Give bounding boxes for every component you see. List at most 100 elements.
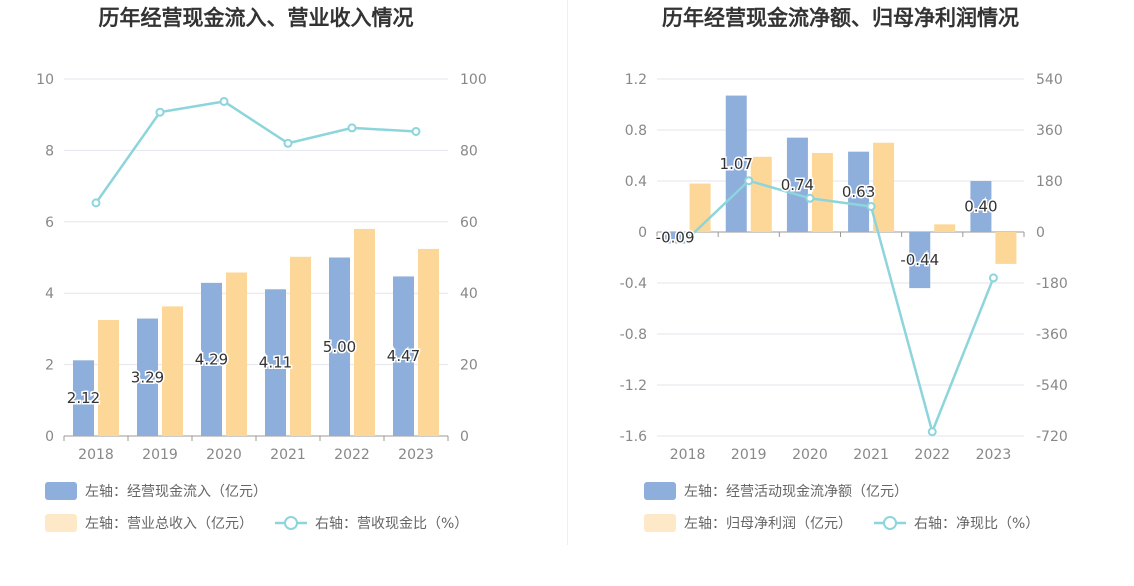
legend-swatch-line-marker [284, 516, 298, 530]
data-label: 4.47 [387, 347, 420, 365]
y-right-tick-label: 80 [460, 143, 478, 159]
bar-cash-series [970, 181, 992, 232]
legend-swatch-revenue [45, 514, 77, 532]
bar-cash-series [664, 232, 686, 244]
line-point [683, 234, 693, 244]
y-left-tick-label: 0 [45, 429, 54, 445]
x-tick-label: 2020 [792, 447, 828, 463]
y-left-tick-label: -0.4 [620, 276, 647, 292]
legend-swatch-revenue [644, 514, 676, 532]
bar-revenue-series [418, 248, 439, 436]
data-label: -0.09 [656, 229, 695, 247]
bar-revenue-series [750, 156, 772, 232]
y-right-tick-label: -360 [1036, 327, 1068, 343]
y-left-tick-label: 0 [638, 225, 647, 241]
bar-revenue-series [162, 306, 183, 436]
y-right-tick-label: 20 [460, 358, 478, 374]
chart-right-svg: 历年经营现金流净额、归母净利润情况 -1.6 -720 -1.2 -540 -0.8 -36… [620, 6, 1068, 532]
y-right-tick-label: 100 [460, 72, 487, 88]
x-tick-label: 2021 [853, 447, 889, 463]
bar-cash-series [786, 137, 808, 232]
y-left-tick-label: 0.4 [625, 174, 647, 190]
y-right-tick-label: -180 [1036, 276, 1068, 292]
bar-cash-series [909, 232, 931, 289]
panel-divider [567, 0, 568, 545]
y-right-tick-label: 360 [1036, 123, 1063, 139]
line-point [927, 427, 937, 437]
data-label: 0.40 [964, 198, 997, 216]
bar-revenue-series [98, 319, 119, 436]
y-left-tick-label: 10 [36, 72, 54, 88]
line-series-ratio [94, 100, 417, 204]
data-label: 0.74 [781, 176, 814, 194]
legend-label-revenue: 左轴：营业总收入（亿元） [85, 516, 253, 532]
y-left-tick-label: 4 [45, 286, 54, 302]
legend-label-ratio: 右轴：营收现金比（%） [315, 516, 468, 532]
data-label: 1.07 [720, 155, 753, 173]
x-tick-label: 2021 [270, 447, 306, 463]
legend-label-cash: 左轴：经营活动现金流净额（亿元） [684, 484, 908, 500]
line-point [411, 126, 421, 136]
line-point [219, 96, 229, 106]
y-right-tick-label: 0 [1036, 225, 1045, 241]
bar-revenue-series [934, 224, 956, 232]
chart-title: 历年经营现金流净额、归母净利润情况 [662, 6, 1019, 30]
bar-revenue-series [290, 256, 311, 436]
chart-panel-right: 历年经营现金流净额、归母净利润情况 -1.6 -720 -1.2 -540 -0.8 -36… [567, 0, 1134, 582]
legend-label-cash: 左轴：经营现金流入（亿元） [85, 484, 267, 500]
line-point [283, 138, 293, 148]
x-tick-label: 2022 [914, 447, 950, 463]
line-point [155, 107, 165, 117]
y-left-tick-label: 1.2 [625, 72, 647, 88]
x-tick-label: 2018 [78, 447, 114, 463]
y-left-tick-label: 2 [45, 358, 54, 374]
bar-revenue-series [873, 142, 895, 232]
data-label: 0.63 [842, 183, 875, 201]
legend-swatch-cash [45, 482, 77, 500]
x-tick-label: 2019 [142, 447, 178, 463]
legend-label-ratio: 右轴：净现比（%） [914, 516, 1039, 532]
y-right-tick-label: 0 [460, 429, 469, 445]
bar-cash-series [137, 318, 158, 436]
bar-revenue-series [226, 272, 247, 436]
y-left-tick-label: 6 [45, 215, 54, 231]
y-right-tick-label: 540 [1036, 72, 1063, 88]
bar-cash-series [201, 282, 222, 436]
chart-title: 历年经营现金流入、营业收入情况 [99, 6, 414, 30]
line-point [91, 198, 101, 208]
chart-panel-left: 历年经营现金流入、营业收入情况 0 0 2 20 4 40 6 60 8 80 10 100 2018 20… [0, 0, 567, 582]
y-left-tick-label: 0.8 [625, 123, 647, 139]
x-tick-label: 2023 [398, 447, 434, 463]
x-tick-label: 2023 [976, 447, 1012, 463]
y-right-tick-label: 60 [460, 215, 478, 231]
line-point [866, 202, 876, 211]
data-label: 2.12 [67, 389, 100, 407]
bar-cash-series [393, 276, 414, 436]
legend-label-revenue: 左轴：归母净利润（亿元） [684, 515, 852, 532]
bar-cash-series [73, 360, 94, 436]
y-right-tick-label: -720 [1036, 429, 1068, 445]
line-point [988, 273, 998, 283]
x-tick-label: 2019 [731, 447, 767, 463]
bar-cash-series [329, 257, 350, 436]
x-tick-label: 2022 [334, 447, 370, 463]
x-tick-label: 2020 [206, 447, 242, 463]
y-left-tick-label: 8 [45, 143, 54, 159]
bar-revenue-series [354, 228, 375, 436]
data-label: 4.29 [195, 350, 228, 368]
line-point [744, 176, 754, 186]
y-right-tick-label: -540 [1036, 378, 1068, 394]
data-label: 5.00 [323, 338, 356, 356]
line-series-ratio [686, 179, 995, 436]
bar-revenue-series [689, 183, 711, 232]
data-label: 3.29 [131, 368, 164, 386]
bar-revenue-series [811, 152, 833, 232]
data-label: 4.11 [259, 354, 292, 372]
legend-swatch-cash [644, 482, 676, 500]
y-left-tick-label: -1.6 [620, 429, 647, 445]
y-right-tick-label: 180 [1036, 174, 1063, 190]
line-point [347, 123, 357, 133]
y-left-tick-label: -1.2 [620, 378, 647, 394]
bar-cash-series [848, 151, 870, 232]
bar-revenue-series [995, 232, 1017, 264]
